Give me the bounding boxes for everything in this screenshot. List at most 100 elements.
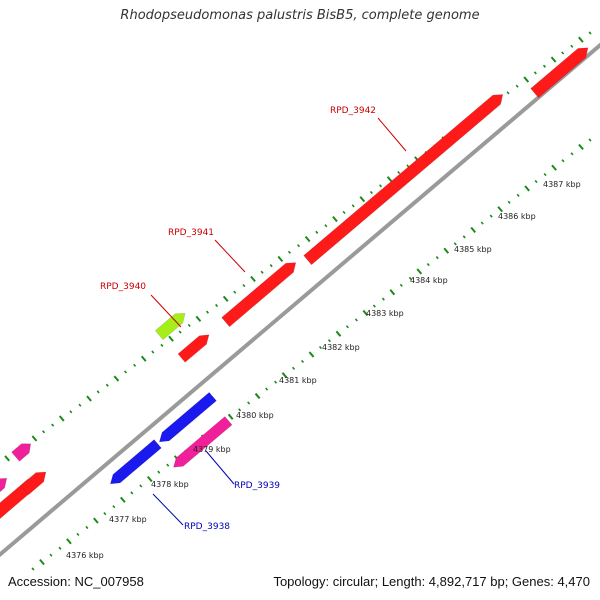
gene-arrow-left-pink-small[interactable] — [11, 443, 32, 462]
outer-tick — [397, 170, 401, 175]
outer-tick — [379, 184, 383, 188]
gene-label[interactable]: RPD_3942 — [330, 106, 376, 116]
inner-tick — [247, 401, 251, 405]
topology-summary: Topology: circular; Length: 4,892,717 bp… — [273, 574, 590, 589]
inner-tick — [139, 484, 143, 488]
inner-tick — [58, 546, 62, 550]
inner-tick — [561, 159, 565, 163]
inner-tick — [543, 173, 547, 177]
outer-tick — [359, 196, 366, 203]
inner-tick — [570, 152, 574, 156]
outer-tick — [304, 235, 311, 243]
kbp-tick-label: 4382 kbp — [322, 343, 360, 352]
gene-arrow-rpd-3940[interactable] — [177, 334, 210, 363]
backbone-line — [0, 42, 600, 558]
outer-tick — [260, 270, 264, 274]
outer-tick — [315, 230, 319, 234]
gene-label[interactable]: RPD_3939 — [234, 481, 280, 491]
outer-tick — [86, 395, 92, 402]
inner-tick — [516, 193, 520, 197]
kbp-tick-label: 4377 kbp — [109, 515, 147, 524]
inner-tick — [507, 200, 511, 204]
inner-tick — [408, 276, 412, 280]
gene-label[interactable]: RPD_3938 — [184, 522, 230, 532]
kbp-tick-label: 4386 kbp — [498, 212, 536, 221]
outer-tick — [123, 370, 128, 374]
gene-arrow-left-pink[interactable] — [0, 477, 8, 498]
kbp-tick-label: 4383 kbp — [366, 309, 404, 318]
gene-arrow-next-forward[interactable] — [530, 47, 589, 99]
inner-tick — [327, 339, 331, 343]
outer-tick — [250, 275, 256, 282]
inner-tick — [480, 221, 484, 225]
gene-track — [0, 47, 589, 519]
kbp-tick-label: 4379 kbp — [193, 445, 231, 454]
outer-tick — [351, 204, 355, 208]
inner-tick — [130, 491, 134, 495]
inner-tick — [345, 325, 349, 329]
outer-tick — [342, 210, 346, 215]
outer-tick — [4, 455, 10, 462]
outer-tick — [105, 383, 109, 387]
outer-tick — [242, 283, 246, 288]
gene-label[interactable]: RPD_3940 — [100, 282, 146, 292]
gene-arrow-rpd-3939-blue[interactable] — [158, 391, 217, 443]
gene-arrow-left-red-small[interactable] — [20, 471, 47, 496]
gene-label[interactable]: RPD_3941 — [168, 228, 214, 238]
outer-tick — [205, 310, 209, 314]
outer-tick — [277, 255, 284, 263]
inner-tick — [416, 268, 423, 275]
outer-tick — [233, 290, 237, 294]
gene-arrow-rpd-3941[interactable] — [221, 262, 297, 328]
inner-tick — [335, 330, 342, 337]
gene-arrow-rpd-3938-pink[interactable] — [173, 416, 233, 468]
kbp-tick-label: 4385 kbp — [454, 245, 492, 254]
outer-tick — [96, 390, 100, 394]
inner-tick — [157, 470, 161, 474]
gene-leader-line — [150, 294, 182, 328]
outer-tick — [369, 190, 373, 195]
inner-tick — [49, 553, 53, 557]
outer-tick — [506, 91, 510, 95]
inner-tick — [372, 304, 376, 308]
inner-tick — [462, 235, 466, 239]
inner-tick — [524, 185, 530, 192]
outer-tick — [332, 216, 338, 223]
inner-tick — [354, 318, 358, 322]
kbp-tick-label: 4384 kbp — [410, 276, 448, 285]
inner-tick — [497, 206, 503, 213]
outer-tick — [542, 64, 546, 68]
outer-tick — [187, 323, 191, 328]
inner-tick — [103, 512, 107, 516]
inner-tick — [254, 392, 261, 400]
kbp-tick-label: 4380 kbp — [236, 411, 274, 420]
map-title: Rhodopseudomonas palustris BisB5, comple… — [120, 8, 480, 23]
outer-tick — [215, 303, 219, 308]
gene-arrow-rpd-3942[interactable] — [303, 94, 504, 266]
outer-tick — [324, 224, 328, 228]
inner-tick — [453, 242, 457, 246]
outer-tick — [515, 84, 519, 88]
outer-tick — [550, 56, 557, 63]
gene-leader-line — [152, 493, 184, 526]
outer-tick — [160, 343, 164, 347]
outer-tick — [222, 295, 229, 302]
gene-leader-line — [205, 450, 235, 485]
accession-text: Accession: NC_007958 — [8, 574, 144, 589]
kbp-tick-label: 4376 kbp — [66, 551, 104, 560]
inner-tick — [274, 380, 278, 384]
outer-tick — [588, 31, 592, 35]
outer-tick — [113, 375, 120, 382]
inner-tick — [435, 256, 439, 260]
inner-tick — [66, 538, 72, 545]
label-layer: 4376 kbp 4377 kbp 4378 kbp 4379 kbp 4380 kbp… — [66, 106, 581, 560]
gene-arrow-reverse-left[interactable] — [109, 439, 162, 485]
outer-tick — [406, 164, 410, 168]
inner-tick — [292, 366, 296, 370]
inner-tick — [489, 214, 493, 218]
kbp-tick-label: 4378 kbp — [151, 480, 189, 489]
kbp-tick-label: 4387 kbp — [543, 180, 581, 189]
backbone-track — [0, 42, 600, 558]
inner-tick — [318, 345, 322, 350]
